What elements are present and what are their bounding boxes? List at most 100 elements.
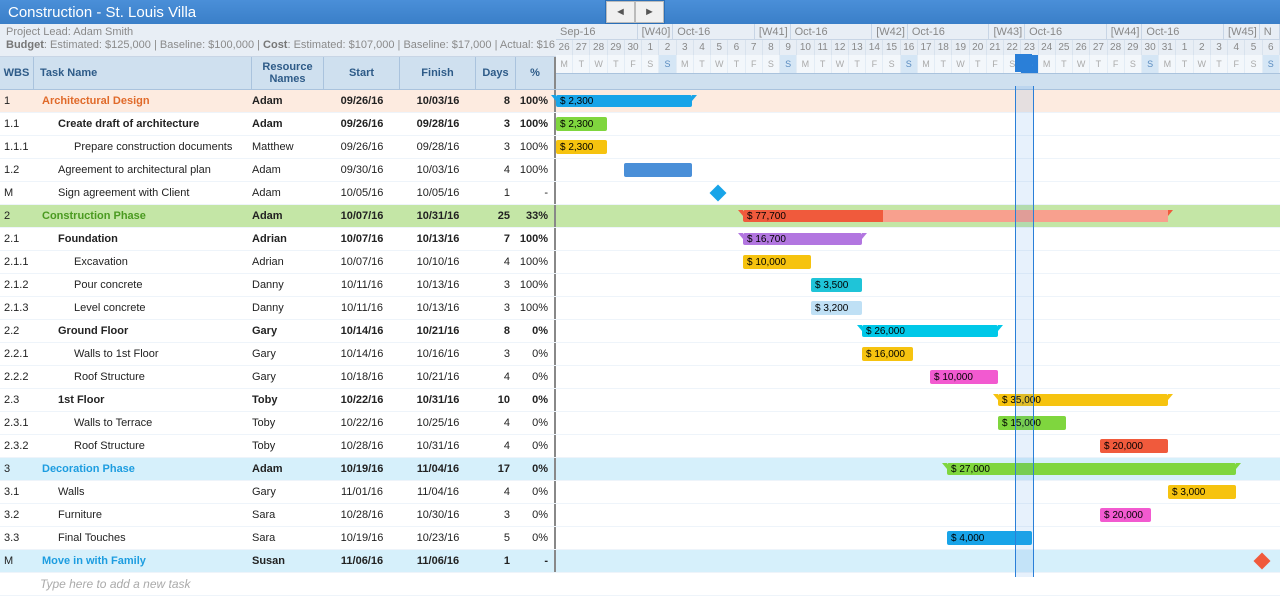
gantt-bar-label: $ 10,000: [934, 372, 973, 383]
cell-start: 10/19/16: [324, 527, 400, 549]
gh-month: Oct-16: [673, 24, 755, 39]
add-task-row[interactable]: Type here to add a new task: [0, 573, 1280, 596]
gh-month: [W44]: [1107, 24, 1143, 39]
gh-weekday: F: [987, 55, 1004, 73]
cell-start: 10/11/16: [324, 274, 400, 296]
cell-days: 3: [476, 297, 516, 319]
cell-name: Sign agreement with Client: [34, 182, 252, 204]
gh-day: 2: [1194, 40, 1211, 55]
gantt-bar[interactable]: $ 3,500: [811, 278, 862, 292]
cell-finish: 10/31/16: [400, 389, 476, 411]
cell-finish: 10/05/16: [400, 182, 476, 204]
gantt-bar[interactable]: $ 26,000: [862, 325, 998, 337]
gantt-bar[interactable]: $ 16,000: [862, 347, 913, 361]
task-row[interactable]: 1.1.1Prepare construction documentsMatth…: [0, 136, 1280, 159]
task-row[interactable]: 3.1WallsGary11/01/1611/04/1640%$ 3,000: [0, 481, 1280, 504]
gh-weekday: M: [677, 55, 694, 73]
gantt-bar[interactable]: $ 10,000: [930, 370, 998, 384]
gantt-bar[interactable]: $ 3,200: [811, 301, 862, 315]
cell-days: 8: [476, 320, 516, 342]
col-wbs[interactable]: WBS: [0, 57, 34, 89]
cell-name: Roof Structure: [34, 435, 252, 457]
task-row[interactable]: 2.2Ground FloorGary10/14/1610/21/1680%$ …: [0, 320, 1280, 343]
budget-label: Budget: [6, 39, 44, 51]
gh-month: [W41]: [755, 24, 791, 39]
cell-start: 09/26/16: [324, 136, 400, 158]
cell-name: Roof Structure: [34, 366, 252, 388]
cell-percent: 0%: [516, 435, 556, 457]
cell-resource: Gary: [252, 481, 324, 503]
gantt-bar[interactable]: $ 2,300: [556, 95, 692, 107]
task-row[interactable]: 2.1.2Pour concreteDanny10/11/1610/13/163…: [0, 274, 1280, 297]
task-row[interactable]: 2.3.2Roof StructureToby10/28/1610/31/164…: [0, 435, 1280, 458]
task-row[interactable]: 2.1.3Level concreteDanny10/11/1610/13/16…: [0, 297, 1280, 320]
gh-day: 16: [901, 40, 918, 55]
gh-day: 26: [1073, 40, 1090, 55]
task-row[interactable]: 2.2.1Walls to 1st FloorGary10/14/1610/16…: [0, 343, 1280, 366]
gantt-bar[interactable]: $ 3,000: [1168, 485, 1236, 499]
task-row[interactable]: MSign agreement with ClientAdam10/05/161…: [0, 182, 1280, 205]
cell-finish: 10/13/16: [400, 228, 476, 250]
cell-days: 3: [476, 504, 516, 526]
cell-gantt: $ 10,000: [556, 251, 1280, 273]
cell-percent: 0%: [516, 458, 556, 480]
gantt-bar[interactable]: $ 20,000: [1100, 439, 1168, 453]
gh-weekday: T: [728, 55, 745, 73]
task-row[interactable]: 1.1Create draft of architectureAdam09/26…: [0, 113, 1280, 136]
cell-percent: 100%: [516, 228, 556, 250]
cell-wbs: 1.1.1: [0, 136, 34, 158]
task-row[interactable]: 1Architectural DesignAdam09/26/1610/03/1…: [0, 90, 1280, 113]
col-days[interactable]: Days: [476, 57, 516, 89]
gantt-bar[interactable]: $ 10,000: [743, 255, 811, 269]
task-row[interactable]: 1.2Agreement to architectural planAdam09…: [0, 159, 1280, 182]
gantt-bar[interactable]: $ 2,300: [556, 140, 607, 154]
task-row[interactable]: 2.31st FloorToby10/22/1610/31/16100%$ 35…: [0, 389, 1280, 412]
gh-month: Oct-16: [908, 24, 990, 39]
gh-day: 11: [815, 40, 832, 55]
gantt-bar[interactable]: $ 2,300: [556, 117, 607, 131]
col-name[interactable]: Task Name: [34, 57, 252, 89]
gantt-bar[interactable]: $ 77,700: [743, 210, 1168, 222]
gantt-milestone[interactable]: [709, 185, 726, 202]
cell-percent: 33%: [516, 205, 556, 227]
task-row[interactable]: 2.2.2Roof StructureGary10/18/1610/21/164…: [0, 366, 1280, 389]
col-pct[interactable]: %: [516, 57, 556, 89]
col-fin[interactable]: Finish: [400, 57, 476, 89]
task-row[interactable]: 3.2FurnitureSara10/28/1610/30/1630%$ 20,…: [0, 504, 1280, 527]
cell-start: 10/14/16: [324, 320, 400, 342]
gh-weekday: T: [1176, 55, 1193, 73]
cell-days: 4: [476, 435, 516, 457]
task-row[interactable]: 2.1FoundationAdrian10/07/1610/13/167100%…: [0, 228, 1280, 251]
gh-day: 4: [694, 40, 711, 55]
task-row[interactable]: 2.3.1Walls to TerraceToby10/22/1610/25/1…: [0, 412, 1280, 435]
task-row[interactable]: 3.3Final TouchesSara10/19/1610/23/1650%$…: [0, 527, 1280, 550]
cell-percent: 100%: [516, 159, 556, 181]
col-res[interactable]: Resource Names: [252, 57, 324, 89]
cell-name: Level concrete: [34, 297, 252, 319]
task-row[interactable]: 2.1.1ExcavationAdrian10/07/1610/10/16410…: [0, 251, 1280, 274]
gantt-bar[interactable]: $ 4,000: [947, 531, 1032, 545]
gh-day: 26: [556, 40, 573, 55]
gantt-bar[interactable]: $ 16,700: [743, 233, 862, 245]
nav-prev-button[interactable]: ◄: [606, 1, 635, 23]
task-row[interactable]: MMove in with FamilySusan11/06/1611/06/1…: [0, 550, 1280, 573]
gh-month: Oct-16: [791, 24, 873, 39]
task-row[interactable]: 2Construction PhaseAdam10/07/1610/31/162…: [0, 205, 1280, 228]
gantt-bar[interactable]: $ 15,000: [998, 416, 1066, 430]
cell-days: 1: [476, 182, 516, 204]
nav-next-button[interactable]: ►: [635, 1, 664, 23]
gantt-milestone[interactable]: [1253, 553, 1270, 570]
col-start[interactable]: Start: [324, 57, 400, 89]
cell-start: 10/07/16: [324, 205, 400, 227]
gantt-bar[interactable]: $ 35,000: [998, 394, 1168, 406]
task-row[interactable]: 3Decoration PhaseAdam10/19/1611/04/16170…: [0, 458, 1280, 481]
gantt-bar[interactable]: [624, 163, 692, 177]
gantt-bar[interactable]: $ 20,000: [1100, 508, 1151, 522]
gh-weekday: T: [1090, 55, 1107, 73]
cell-resource: Gary: [252, 343, 324, 365]
gh-day: 5: [711, 40, 728, 55]
gh-weekday: W: [711, 55, 728, 73]
cell-gantt: $ 20,000: [556, 435, 1280, 457]
gantt-bar[interactable]: $ 27,000: [947, 463, 1236, 475]
cell-wbs: 2.3.1: [0, 412, 34, 434]
